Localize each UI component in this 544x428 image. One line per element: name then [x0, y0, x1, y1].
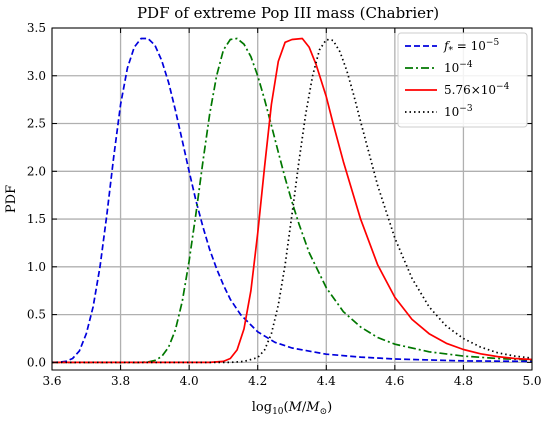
y-tick-label: 0.0 — [27, 355, 46, 369]
x-tick-label: 5.0 — [522, 374, 541, 388]
series-line-1 — [51, 37, 533, 364]
legend-label: 5.76×10−4 — [444, 82, 510, 97]
x-tick-label: 4.2 — [248, 374, 267, 388]
y-tick-label: 2.5 — [27, 117, 46, 131]
chart-title: PDF of extreme Pop III mass (Chabrier) — [137, 4, 439, 22]
ticks: 3.6 3.8 4.0 4.2 4.4 4.6 4.8 5.0 0.0 0.5 1.0 1.5 2.0 2… — [27, 21, 542, 388]
y-tick-label: 0.5 — [27, 308, 46, 322]
x-tick-label: 4.0 — [180, 374, 199, 388]
y-tick-label: 1.5 — [27, 212, 46, 226]
y-axis-title: PDF — [4, 185, 19, 213]
legend-label: 10−3 — [444, 104, 473, 119]
y-tick-label: 1.0 — [27, 260, 46, 274]
x-axis-title: log10(M/M⊙) — [252, 400, 332, 417]
x-tick-label: 4.6 — [385, 374, 404, 388]
y-tick-label: 3.5 — [27, 21, 46, 35]
series-line-3 — [52, 37, 533, 364]
x-tick-label: 3.6 — [42, 374, 61, 388]
series-lines — [51, 37, 533, 364]
legend-label: 10−4 — [444, 60, 473, 75]
x-tick-label: 3.8 — [111, 374, 130, 388]
legend-box — [397, 32, 528, 128]
x-tick-label: 4.8 — [454, 374, 473, 388]
x-tick-label: 4.4 — [317, 374, 336, 388]
legend: f* = 10−5 10−4 5.76×10−4 10−3 — [397, 32, 528, 128]
plot-frame — [51, 27, 533, 371]
legend-label: f* = 10−5 — [443, 38, 499, 56]
y-tick-label: 2.0 — [27, 164, 46, 178]
y-tick-label: 3.0 — [27, 69, 46, 83]
series-line-2 — [52, 37, 533, 364]
